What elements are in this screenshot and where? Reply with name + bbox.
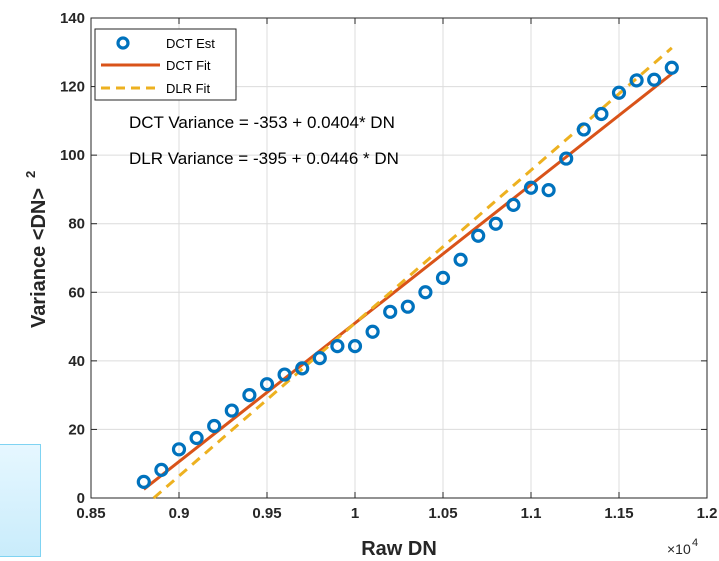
dct-est-point bbox=[277, 367, 292, 382]
dct-est-point bbox=[506, 197, 521, 212]
dct-est-point bbox=[242, 388, 257, 403]
dct-est-point bbox=[295, 361, 310, 376]
y-tick-label: 60 bbox=[68, 284, 85, 301]
fit-lines bbox=[142, 46, 673, 500]
dct-est-point bbox=[453, 252, 468, 267]
x-tick-label: 1.15 bbox=[604, 505, 633, 522]
data-markers bbox=[136, 60, 679, 489]
dct-est-point bbox=[136, 474, 151, 489]
y-tick-label: 20 bbox=[68, 421, 85, 438]
dct-est-point bbox=[171, 442, 187, 457]
y-axis-label: Variance <DN> bbox=[28, 188, 50, 328]
dlr-fit-line bbox=[152, 46, 673, 500]
dct-fit-line bbox=[142, 72, 673, 491]
dct-est-point bbox=[488, 216, 503, 231]
x-tick-label: 1.1 bbox=[521, 505, 542, 522]
side-panel bbox=[0, 444, 41, 557]
dct-est-point bbox=[330, 339, 345, 354]
dct-est-point bbox=[629, 73, 644, 88]
y-tick-label: 40 bbox=[68, 353, 85, 370]
y-tick-label: 100 bbox=[60, 147, 85, 164]
x-ticks: 0.85 0.9 0.95 1 1.05 1.1 1.15 1.2 bbox=[76, 18, 717, 522]
dct-est-point bbox=[647, 72, 662, 87]
dct-est-point bbox=[400, 299, 415, 314]
dct-est-point bbox=[471, 228, 486, 243]
dct-est-point bbox=[559, 151, 574, 166]
legend-label-dlr-fit: DLR Fit bbox=[166, 81, 210, 96]
y-axis-label-superscript: 2 bbox=[23, 171, 38, 178]
dct-est-point bbox=[347, 339, 363, 354]
y-tick-label: 80 bbox=[68, 216, 85, 233]
dct-est-point bbox=[435, 270, 451, 285]
dct-est-point bbox=[189, 430, 204, 446]
y-ticks: 0 20 40 60 80 100 120 140 bbox=[60, 10, 707, 507]
y-tick-label: 120 bbox=[60, 79, 85, 96]
dct-est-point bbox=[523, 180, 539, 195]
x-axis-label: Raw DN bbox=[361, 538, 437, 560]
dct-est-point bbox=[664, 60, 679, 75]
dct-est-point bbox=[207, 418, 222, 434]
x-tick-label: 1.2 bbox=[697, 505, 718, 522]
x-exponent: ×10 4 bbox=[667, 537, 698, 557]
y-tick-label: 0 bbox=[77, 490, 85, 507]
legend-label-dct-est: DCT Est bbox=[166, 36, 215, 51]
legend-label-dct-fit: DCT Fit bbox=[166, 58, 211, 73]
x-tick-label: 1 bbox=[351, 505, 359, 522]
annotation-dct: DCT Variance = -353 + 0.0404* DN bbox=[129, 113, 395, 132]
legend: DCT Est DCT Fit DLR Fit bbox=[94, 28, 237, 101]
x-tick-label: 0.95 bbox=[252, 505, 281, 522]
y-tick-label: 140 bbox=[60, 10, 85, 27]
legend-marker-dct-est bbox=[116, 36, 130, 50]
dct-est-point bbox=[312, 351, 327, 366]
dct-est-point bbox=[154, 462, 169, 477]
dct-est-point bbox=[259, 377, 275, 392]
dct-est-point bbox=[594, 106, 609, 122]
dct-est-point bbox=[365, 324, 380, 339]
dct-est-point bbox=[418, 285, 433, 300]
x-tick-label: 0.9 bbox=[169, 505, 190, 522]
x-tick-label: 1.05 bbox=[428, 505, 457, 522]
dct-est-point bbox=[224, 403, 239, 418]
x-tick-label: 0.85 bbox=[76, 505, 105, 522]
x-exponent-power: 4 bbox=[692, 537, 698, 549]
dct-est-point bbox=[541, 183, 556, 198]
y-axis-label-group: Variance <DN> 2 bbox=[23, 171, 50, 328]
dct-est-point bbox=[576, 122, 591, 137]
dct-est-point bbox=[383, 304, 398, 319]
x-exponent-base: ×10 bbox=[667, 541, 691, 557]
dct-est-point bbox=[611, 85, 627, 100]
annotation-dlr: DLR Variance = -395 + 0.0446 * DN bbox=[129, 149, 399, 168]
plot-area bbox=[90, 17, 708, 499]
